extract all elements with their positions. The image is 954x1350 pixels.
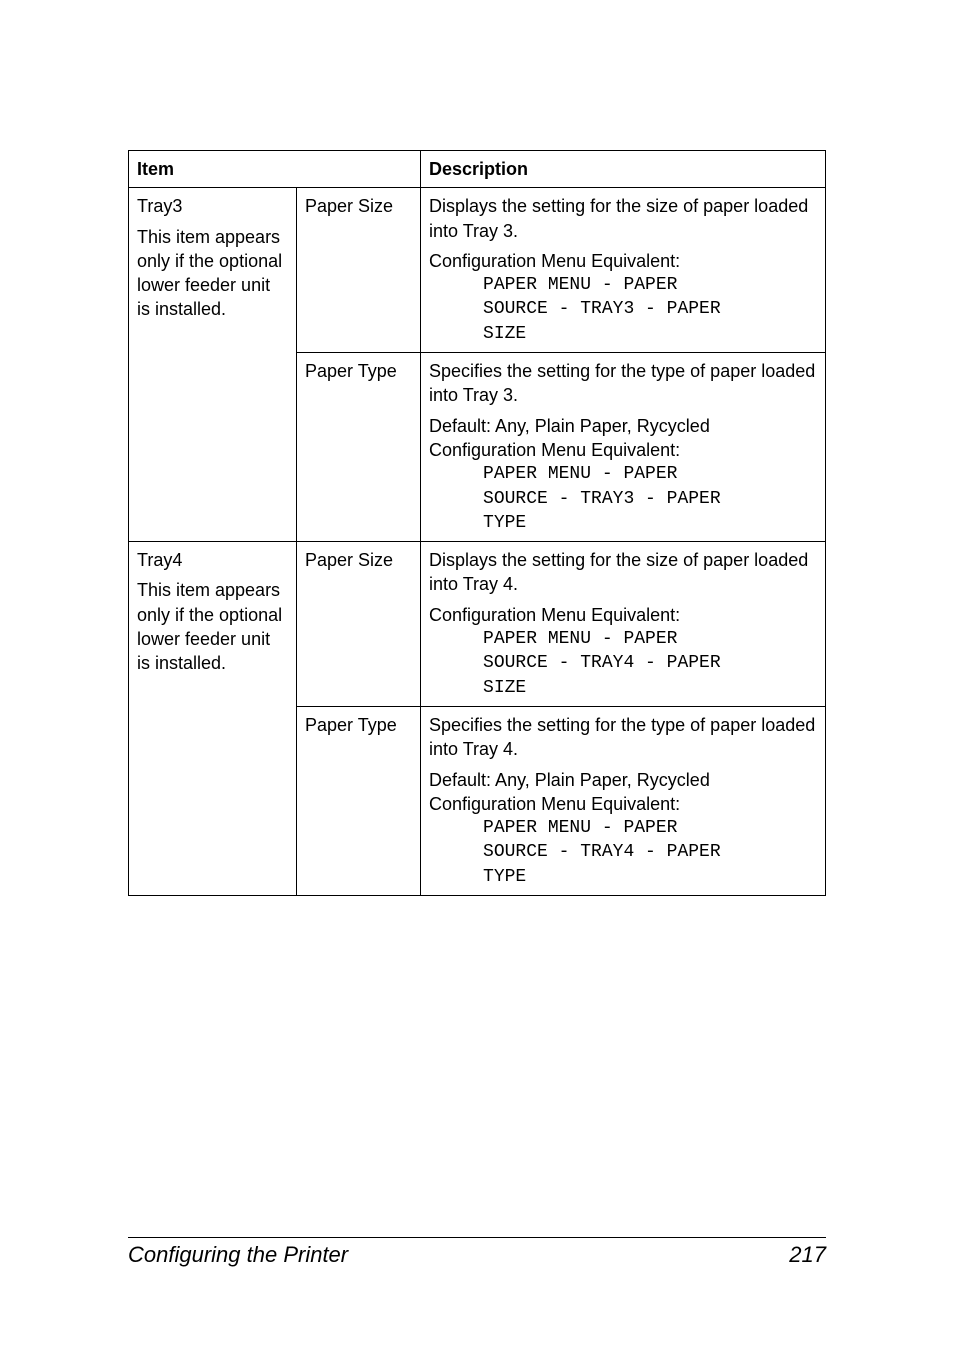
mono-line: SIZE: [429, 676, 817, 700]
mono-line: PAPER MENU - PAPER: [429, 273, 817, 297]
mono-line: PAPER MENU - PAPER: [429, 462, 817, 486]
header-item: Item: [129, 151, 421, 188]
desc-text: Default: Any, Plain Paper, Rycycled: [429, 770, 710, 790]
cell-subitem: Paper Type: [297, 353, 421, 542]
mono-line: SOURCE - TRAY3 - PAPER: [429, 297, 817, 321]
page-content: Item Description Tray3 This item appears…: [0, 0, 954, 896]
mono-line: SOURCE - TRAY3 - PAPER: [429, 487, 817, 511]
mono-line: SOURCE - TRAY4 - PAPER: [429, 840, 817, 864]
settings-table: Item Description Tray3 This item appears…: [128, 150, 826, 896]
desc-text: Configuration Menu Equivalent:: [429, 605, 680, 625]
desc-line: Default: Any, Plain Paper, Rycycled Conf…: [429, 414, 817, 535]
cell-description: Specifies the setting for the type of pa…: [421, 706, 826, 895]
page-footer: Configuring the Printer 217: [128, 1237, 826, 1268]
cell-group-label: Tray4 This item appears only if the opti…: [129, 542, 297, 896]
cell-subitem: Paper Size: [297, 188, 421, 353]
cell-description: Displays the setting for the size of pap…: [421, 188, 826, 353]
desc-text: Configuration Menu Equivalent:: [429, 440, 680, 460]
mono-line: TYPE: [429, 511, 817, 535]
desc-text: Configuration Menu Equivalent:: [429, 251, 680, 271]
cell-description: Specifies the setting for the type of pa…: [421, 353, 826, 542]
table-row: Tray3 This item appears only if the opti…: [129, 188, 826, 353]
mono-line: PAPER MENU - PAPER: [429, 816, 817, 840]
desc-text: Configuration Menu Equivalent:: [429, 794, 680, 814]
mono-line: SIZE: [429, 322, 817, 346]
footer-page-number: 217: [789, 1242, 826, 1268]
mono-line: TYPE: [429, 865, 817, 889]
header-description: Description: [421, 151, 826, 188]
group-title: Tray3: [137, 194, 288, 218]
desc-line: Default: Any, Plain Paper, Rycycled Conf…: [429, 768, 817, 889]
desc-line: Configuration Menu Equivalent: PAPER MEN…: [429, 603, 817, 700]
desc-line: Specifies the setting for the type of pa…: [429, 713, 817, 762]
cell-subitem: Paper Size: [297, 542, 421, 707]
desc-line: Configuration Menu Equivalent: PAPER MEN…: [429, 249, 817, 346]
table-header-row: Item Description: [129, 151, 826, 188]
table-row: Tray4 This item appears only if the opti…: [129, 542, 826, 707]
cell-description: Displays the setting for the size of pap…: [421, 542, 826, 707]
group-title: Tray4: [137, 548, 288, 572]
group-subtitle: This item appears only if the optional l…: [137, 578, 288, 675]
cell-group-label: Tray3 This item appears only if the opti…: [129, 188, 297, 542]
cell-subitem: Paper Type: [297, 706, 421, 895]
group-subtitle: This item appears only if the optional l…: [137, 225, 288, 322]
footer-title: Configuring the Printer: [128, 1242, 348, 1268]
desc-line: Displays the setting for the size of pap…: [429, 548, 817, 597]
desc-text: Default: Any, Plain Paper, Rycycled: [429, 416, 710, 436]
desc-line: Specifies the setting for the type of pa…: [429, 359, 817, 408]
mono-line: PAPER MENU - PAPER: [429, 627, 817, 651]
desc-line: Displays the setting for the size of pap…: [429, 194, 817, 243]
mono-line: SOURCE - TRAY4 - PAPER: [429, 651, 817, 675]
